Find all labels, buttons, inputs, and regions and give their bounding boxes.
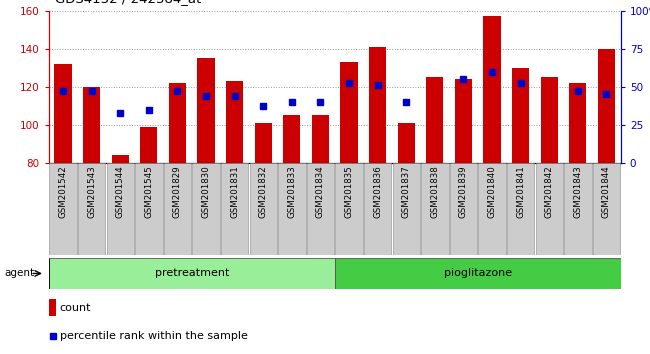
- Bar: [255, 123, 272, 163]
- Bar: [455, 79, 472, 163]
- Bar: [593, 163, 620, 255]
- Bar: [335, 163, 363, 255]
- Bar: [49, 163, 77, 255]
- Bar: [169, 83, 186, 163]
- Bar: [250, 163, 277, 255]
- Text: GDS4132 / 242584_at: GDS4132 / 242584_at: [55, 0, 201, 5]
- Bar: [536, 163, 563, 255]
- Text: GSM201839: GSM201839: [459, 166, 468, 218]
- Bar: [598, 49, 615, 163]
- Text: pioglitazone: pioglitazone: [444, 268, 512, 279]
- Text: GSM201545: GSM201545: [144, 166, 153, 218]
- Bar: [307, 163, 334, 255]
- Text: percentile rank within the sample: percentile rank within the sample: [60, 331, 248, 341]
- Bar: [364, 163, 391, 255]
- Bar: [140, 127, 157, 163]
- Text: GSM201829: GSM201829: [173, 166, 182, 218]
- Bar: [226, 81, 243, 163]
- Text: GSM201834: GSM201834: [316, 166, 325, 218]
- Bar: [478, 163, 506, 255]
- Text: GSM201831: GSM201831: [230, 166, 239, 218]
- Bar: [341, 62, 358, 163]
- Bar: [564, 163, 592, 255]
- Text: GSM201844: GSM201844: [602, 166, 611, 218]
- Bar: [107, 163, 134, 255]
- Bar: [112, 155, 129, 163]
- Bar: [221, 163, 248, 255]
- Bar: [569, 83, 586, 163]
- Bar: [283, 115, 300, 163]
- Text: GSM201830: GSM201830: [202, 166, 211, 218]
- Bar: [484, 16, 501, 163]
- Bar: [198, 58, 214, 163]
- Text: GSM201835: GSM201835: [344, 166, 354, 218]
- Bar: [49, 258, 335, 289]
- Text: GSM201833: GSM201833: [287, 166, 296, 218]
- Bar: [512, 68, 529, 163]
- Text: GSM201542: GSM201542: [58, 166, 68, 218]
- Bar: [398, 123, 415, 163]
- Bar: [55, 64, 72, 163]
- Bar: [164, 163, 191, 255]
- Bar: [369, 47, 386, 163]
- Bar: [49, 299, 57, 316]
- Bar: [393, 163, 420, 255]
- Bar: [450, 163, 477, 255]
- Text: GSM201836: GSM201836: [373, 166, 382, 218]
- Text: GSM201843: GSM201843: [573, 166, 582, 218]
- Text: GSM201544: GSM201544: [116, 166, 125, 218]
- Bar: [83, 87, 100, 163]
- Text: pretreatment: pretreatment: [155, 268, 229, 279]
- Bar: [135, 163, 162, 255]
- Bar: [335, 258, 621, 289]
- Bar: [78, 163, 105, 255]
- Text: GSM201543: GSM201543: [87, 166, 96, 218]
- Bar: [507, 163, 534, 255]
- Bar: [421, 163, 448, 255]
- Bar: [541, 77, 558, 163]
- Bar: [278, 163, 306, 255]
- Text: GSM201838: GSM201838: [430, 166, 439, 218]
- Text: GSM201832: GSM201832: [259, 166, 268, 218]
- Bar: [426, 77, 443, 163]
- Text: count: count: [60, 303, 91, 313]
- Text: GSM201837: GSM201837: [402, 166, 411, 218]
- Bar: [192, 163, 220, 255]
- Text: GSM201842: GSM201842: [545, 166, 554, 218]
- Text: agent: agent: [4, 268, 34, 279]
- Text: GSM201840: GSM201840: [488, 166, 497, 218]
- Text: GSM201841: GSM201841: [516, 166, 525, 218]
- Bar: [312, 115, 329, 163]
